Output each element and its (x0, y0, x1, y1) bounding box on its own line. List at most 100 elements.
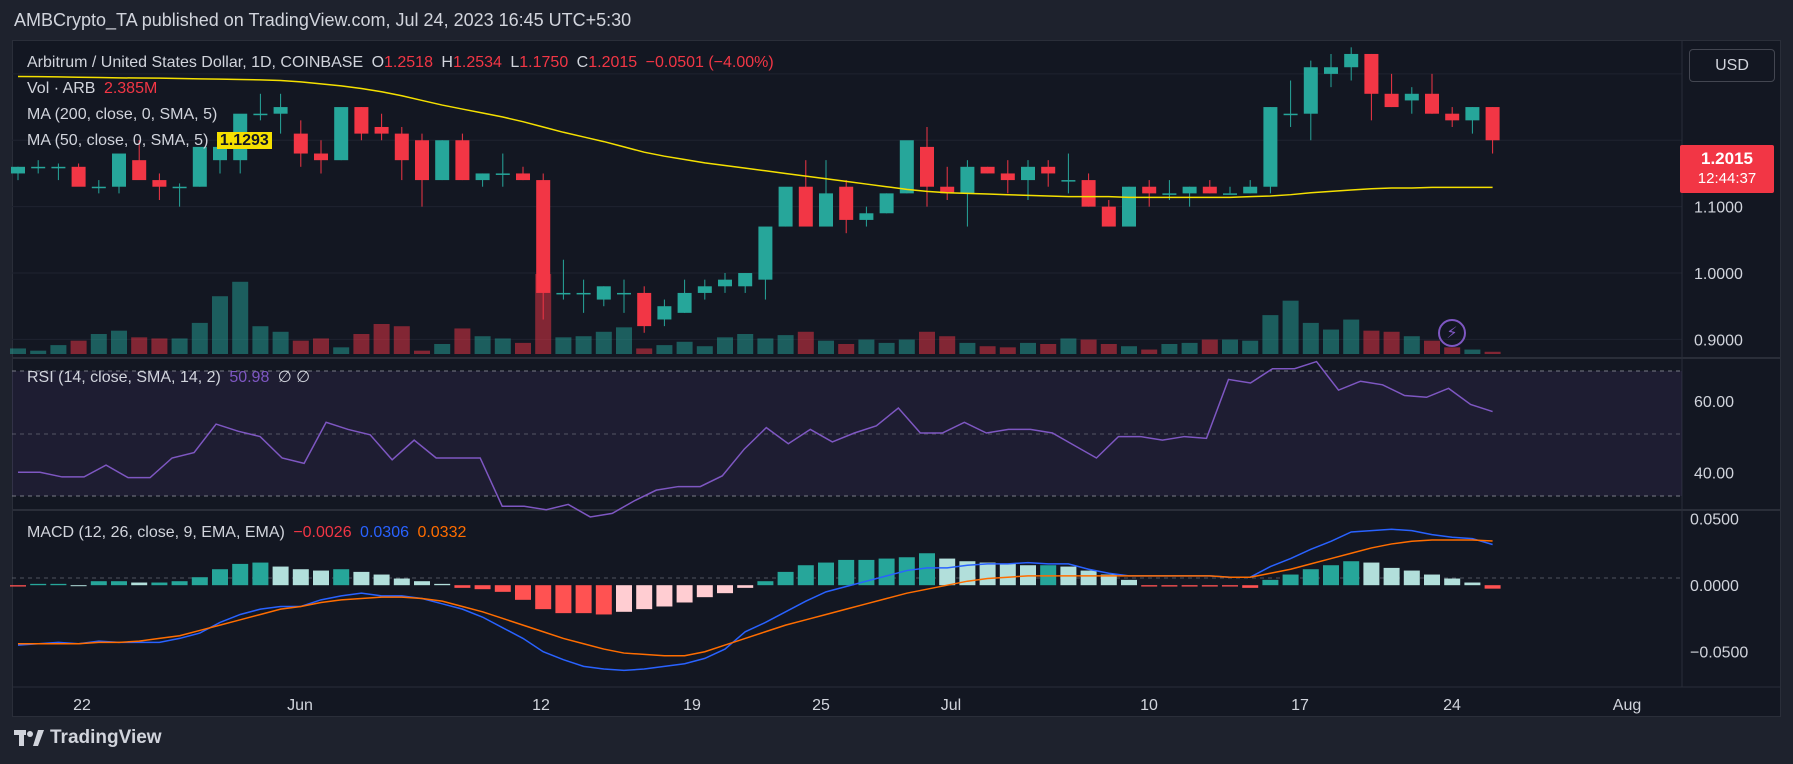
macd-hist-bar (595, 585, 612, 615)
candle-body (798, 186, 813, 227)
ma50-legend[interactable]: MA (50, close, 0, SMA, 5) 1.1293 (27, 132, 276, 150)
symbol-legend[interactable]: Arbitrum / United States Dollar, 1D, COI… (27, 54, 778, 72)
candle-body (1162, 193, 1177, 195)
volume-bar (515, 342, 531, 354)
candle-body (940, 186, 955, 194)
tradingview-logo-icon (14, 730, 44, 746)
macd-hist-value: −0.0026 (293, 524, 352, 541)
macd-hist-bar (1222, 585, 1238, 587)
macd-hist-bar (111, 581, 127, 586)
volume-bar (70, 340, 87, 354)
macd-hist-bar (1161, 585, 1178, 587)
volume-bar (434, 344, 451, 354)
macd-hist-bar (535, 585, 552, 610)
candle-body (859, 213, 874, 220)
volume-bar (595, 331, 612, 354)
footer-bar: TradingView (0, 717, 1793, 764)
currency-button[interactable]: USD (1689, 49, 1775, 82)
macd-hist-bar (474, 585, 491, 590)
volume-bar (1020, 342, 1036, 354)
candle-body (1263, 107, 1278, 187)
volume-bar (656, 345, 673, 354)
macd-hist-bar (90, 581, 107, 586)
macd-hist-bar (131, 582, 148, 586)
macd-line (17, 528, 1493, 672)
volume-bar (1080, 339, 1097, 354)
tradingview-brand[interactable]: TradingView (14, 727, 162, 749)
macd-hist-bar (1121, 579, 1137, 586)
macd-hist-bar (979, 562, 996, 586)
macd-legend[interactable]: MACD (12, 26, close, 9, EMA, EMA) −0.002… (27, 524, 470, 542)
macd-hist-bar (353, 571, 370, 586)
brand-name: TradingView (50, 727, 162, 748)
open-value: 1.2518 (384, 54, 433, 71)
last-price-tag: 1.2015 12:44:37 (1680, 145, 1774, 193)
candle-body (920, 146, 934, 187)
macd-hist-bar (1424, 574, 1440, 586)
macd-hist-bar (292, 569, 309, 586)
macd-hist-bar (656, 585, 673, 607)
rsi-legend[interactable]: RSI (14, close, SMA, 14, 2) 50.98 ∅ ∅ (27, 367, 314, 387)
volume-bar (919, 331, 935, 354)
candle-body (152, 180, 167, 187)
volume-legend[interactable]: Vol · ARB 2.385M (27, 80, 161, 98)
volume-bar (979, 346, 996, 354)
macd-hist-bar (313, 570, 329, 586)
macd-hist-bar (373, 574, 390, 586)
candle-body (980, 166, 995, 174)
volume-bar (30, 350, 47, 354)
ma200-legend[interactable]: MA (200, close, 0, SMA, 5) (27, 106, 221, 124)
candle-body (637, 292, 652, 327)
close-value: 1.2015 (588, 54, 638, 71)
candle-body (899, 140, 914, 194)
volume-bar (414, 350, 430, 354)
macd-tick-label: −0.0500 (1690, 645, 1748, 662)
volume-bar (373, 324, 390, 354)
rsi-axis-ticks[interactable]: 60.00 40.00 (1694, 394, 1734, 482)
time-tick-label: 24 (1443, 697, 1461, 714)
volume-bar (50, 345, 67, 354)
volume-bar (1100, 344, 1117, 354)
macd-hist-bar (212, 569, 228, 586)
macd-hist-bar (616, 585, 632, 612)
candle-body (415, 140, 429, 181)
volume-bar (232, 281, 249, 354)
macd-hist-bar (494, 585, 511, 592)
macd-hist-bar (1262, 579, 1279, 586)
macd-hist-bar (696, 585, 713, 598)
candle-body (1041, 166, 1056, 174)
volume-bar (737, 334, 754, 354)
volume-bar (636, 348, 653, 354)
candle-body (1101, 206, 1116, 227)
volume-bar (939, 336, 956, 354)
candle-body (819, 193, 833, 227)
time-tick-label: 12 (532, 697, 550, 714)
candle-body (31, 166, 46, 169)
time-axis-ticks[interactable]: 22 Jun 12 19 25 Jul 10 17 24 Aug (73, 697, 1641, 714)
rsi-tick-label: 60.00 (1694, 394, 1734, 411)
volume-bar (575, 336, 592, 354)
macd-hist-bar (575, 585, 592, 614)
lightning-icon[interactable]: ⚡ (1438, 319, 1466, 347)
volume-bar (717, 337, 733, 354)
macd-hist-bar (777, 571, 794, 586)
volume-bar (474, 336, 491, 354)
candle-body (1061, 180, 1076, 182)
volume-bar (1121, 346, 1137, 354)
candle-body (1021, 166, 1035, 181)
macd-hist-bar (1181, 585, 1198, 587)
change-value: −0.0501 (−4.00%) (645, 54, 774, 71)
signal-line (18, 539, 1493, 657)
macd-axis-ticks[interactable]: 0.0500 0.0000 −0.0500 (1690, 512, 1748, 662)
volume-bar (818, 340, 834, 354)
candlestick-series[interactable] (11, 47, 1500, 333)
candle-body (576, 292, 591, 295)
ma50-label: MA (50, close, 0, SMA, 5) (27, 132, 209, 149)
candle-body (172, 186, 187, 189)
ma200-label: MA (200, close, 0, SMA, 5) (27, 106, 218, 123)
volume-bar (1242, 340, 1259, 354)
volume-label: Vol · ARB (27, 80, 96, 97)
candle-body (516, 173, 530, 181)
